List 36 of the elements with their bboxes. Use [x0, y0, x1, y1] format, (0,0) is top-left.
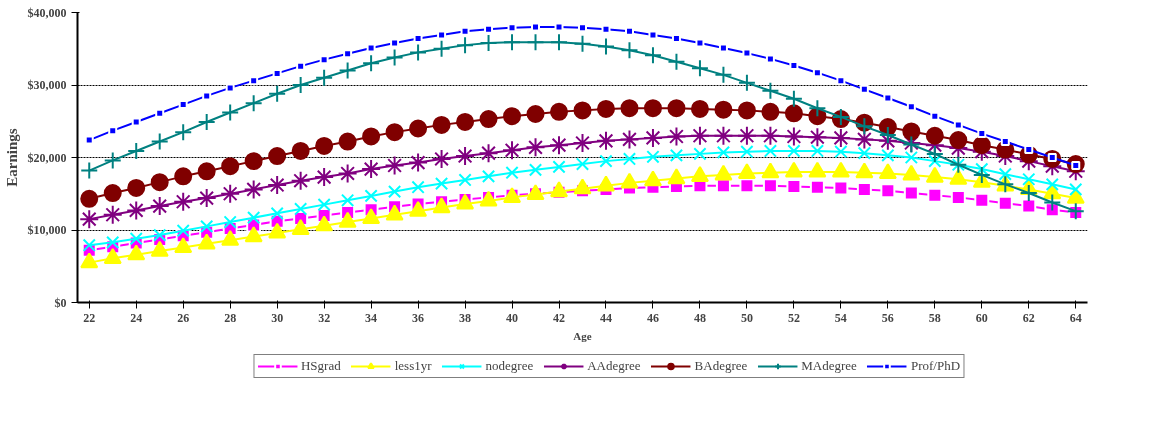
x-tick-label: 60 — [975, 310, 988, 325]
x-tick-label: 26 — [177, 310, 190, 325]
x-tick-label: 38 — [459, 310, 472, 325]
x-tick-label: 34 — [365, 310, 378, 325]
legend-label: HSgrad — [300, 358, 341, 374]
x-tick-label: 44 — [599, 310, 612, 325]
y-tick-label: $40,000 — [27, 5, 67, 20]
x-tick-label: 28 — [224, 310, 237, 325]
legend-label: Prof/PhD — [910, 358, 961, 374]
y-tick-label: $0 — [54, 295, 67, 310]
x-tick-label: 30 — [271, 310, 284, 325]
legend-label: BAdegree — [694, 358, 748, 374]
legend-label: AAdegree — [587, 358, 641, 374]
x-tick-label: 50 — [740, 310, 753, 325]
x-tick-label: 40 — [506, 310, 519, 325]
x-axis-title: Age — [573, 329, 592, 342]
x-tick-label: 46 — [646, 310, 659, 325]
x-tick-label: 52 — [787, 310, 800, 325]
y-tick-label: $20,000 — [27, 150, 67, 165]
y-axis-title: Earnings — [3, 128, 20, 187]
x-tick-label: 36 — [412, 310, 425, 325]
x-tick-label: 32 — [318, 310, 331, 325]
x-tick-label: 24 — [130, 310, 143, 325]
x-tick-label: 64 — [1069, 310, 1082, 325]
x-tick-label: 22 — [83, 310, 96, 325]
legend-label: nodegree — [485, 358, 534, 374]
x-tick-label: 42 — [553, 310, 566, 325]
x-tick-label: 62 — [1022, 310, 1035, 325]
x-tick-label: 58 — [928, 310, 941, 325]
legend-label: MAdegree — [801, 358, 857, 374]
legend-label: less1yr — [394, 358, 432, 374]
x-tick-label: 48 — [693, 310, 706, 325]
x-tick-label: 54 — [834, 310, 847, 325]
y-tick-label: $10,000 — [27, 223, 67, 237]
x-tick-label: 56 — [881, 310, 894, 325]
y-tick-label: $30,000 — [27, 78, 67, 92]
